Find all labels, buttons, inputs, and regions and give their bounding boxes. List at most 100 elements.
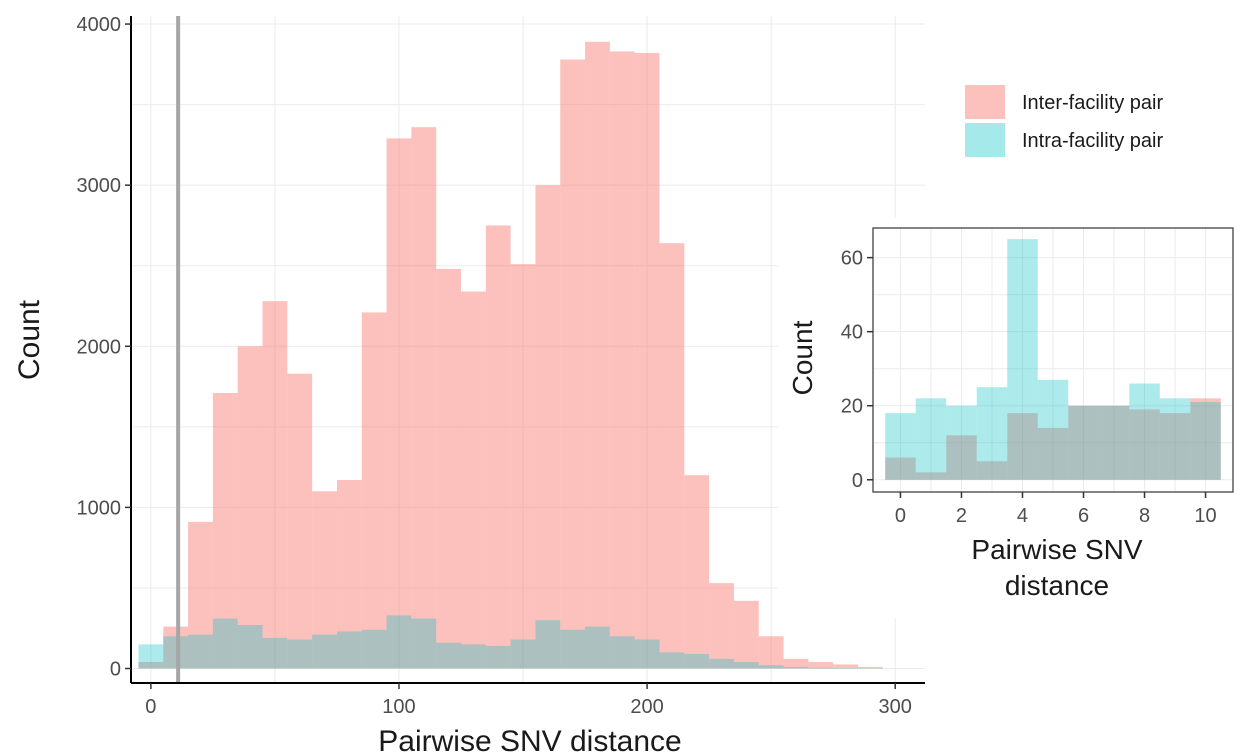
bar-intra-facility (163, 636, 189, 669)
bar-intra-facility (212, 618, 238, 669)
main-y-axis-title: Count (13, 299, 46, 380)
bar-intra-facility (733, 662, 759, 669)
bar-intra-facility (510, 639, 536, 669)
x-tick-label: 4 (1017, 505, 1028, 527)
bar-inter-facility (758, 636, 784, 669)
bar-intra-facility (138, 644, 164, 669)
y-tick-label: 2000 (77, 336, 122, 358)
legend-label-inter: Inter-facility pair (1022, 92, 1163, 114)
bar-intra-facility (361, 629, 387, 669)
inset-background (778, 218, 1240, 618)
bar-intra-facility (585, 626, 610, 669)
bar-inter-facility (659, 243, 685, 669)
bar-inter-facility (212, 393, 238, 669)
x-tick-label: 300 (879, 696, 912, 718)
bar-inter-facility (1098, 405, 1130, 480)
bar-inter-facility (783, 658, 809, 669)
main-x-axis-title: Pairwise SNV distance (378, 725, 681, 756)
bar-inter-facility (1007, 413, 1038, 480)
x-tick-label: 0 (145, 696, 156, 718)
bar-intra-facility (808, 667, 834, 669)
bar-inter-facility (885, 457, 916, 480)
bar-inter-facility (386, 138, 412, 669)
bar-inter-facility (237, 346, 263, 669)
bar-inter-facility (858, 666, 883, 669)
bar-intra-facility (411, 618, 437, 669)
bar-inter-facility (833, 664, 859, 669)
bar-inter-facility (1159, 413, 1191, 480)
bar-intra-facility (885, 413, 916, 480)
bar-inter-facility (709, 583, 734, 669)
inset-gridlines (873, 228, 1233, 492)
bar-inter-facility (609, 51, 635, 669)
bar-inter-facility (634, 53, 660, 669)
bar-inter-facility (1037, 427, 1069, 480)
y-tick-label: 0 (110, 659, 121, 681)
bar-intra-facility (634, 639, 660, 669)
bar-inter-facility (1190, 398, 1221, 480)
bar-inter-facility (188, 521, 213, 669)
bar-intra-facility (684, 654, 710, 669)
legend-key-inter (965, 85, 1005, 119)
inset-histogram-panel: 0 2 4 6 8 10 0 20 40 60 Pairwise SNV distance Cou… (778, 218, 1240, 618)
bar-inter-facility (684, 475, 710, 669)
bar-intra-facility (1068, 405, 1099, 480)
bar-intra-facility (188, 634, 213, 669)
y-tick-label: 3000 (77, 175, 122, 197)
bar-intra-facility (915, 398, 947, 480)
x-tick-label: 2 (956, 505, 967, 527)
bar-intra-facility (237, 625, 263, 669)
bar-inter-facility (1068, 405, 1099, 480)
main-axes (125, 16, 925, 689)
x-tick-label: 10 (1194, 505, 1216, 527)
y-tick-label: 1000 (77, 497, 122, 519)
bar-inter-facility (163, 626, 189, 669)
inset-tick-labels: 0 2 4 6 8 10 0 20 40 60 (841, 248, 1217, 527)
bar-intra-facility (659, 652, 685, 669)
bar-inter-facility (361, 312, 387, 669)
bar-intra-facility (1007, 239, 1038, 480)
main-bars (138, 41, 883, 669)
x-tick-label: 100 (382, 696, 415, 718)
y-tick-label: 20 (841, 396, 863, 418)
bar-inter-facility (560, 59, 586, 669)
legend-label-intra: Intra-facility pair (1022, 130, 1163, 152)
x-tick-label: 200 (630, 696, 663, 718)
bar-inter-facility (138, 662, 164, 669)
x-tick-label: 6 (1078, 505, 1089, 527)
inset-x-axis-title-line2: distance (1005, 570, 1109, 601)
inset-x-axis-title-line1: Pairwise SNV (971, 534, 1142, 565)
bar-intra-facility (758, 665, 784, 669)
bar-inter-facility (312, 491, 337, 669)
bar-intra-facility (783, 666, 809, 669)
bar-intra-facility (1129, 383, 1160, 480)
bar-inter-facility (485, 225, 511, 669)
bar-intra-facility (287, 639, 313, 669)
legend: Inter-facility pair Intra-facility pair (965, 85, 1163, 157)
bar-intra-facility (485, 645, 511, 669)
bar-intra-facility (709, 658, 734, 669)
x-tick-label: 8 (1139, 505, 1150, 527)
bar-intra-facility (1159, 398, 1191, 480)
bar-intra-facility (946, 405, 977, 480)
bar-intra-facility (312, 634, 337, 669)
bar-intra-facility (262, 637, 288, 669)
bar-inter-facility (510, 264, 536, 669)
bar-inter-facility (262, 301, 288, 669)
bar-intra-facility (336, 631, 362, 669)
y-tick-label: 4000 (77, 14, 122, 36)
y-tick-label: 60 (841, 248, 863, 270)
bar-inter-facility (461, 291, 486, 669)
bar-intra-facility (1037, 379, 1069, 480)
bar-intra-facility (609, 636, 635, 669)
inset-y-axis-title: Count (787, 320, 818, 395)
bar-intra-facility (535, 620, 561, 669)
x-tick-label: 0 (895, 505, 906, 527)
inset-bars (885, 239, 1221, 480)
y-tick-label: 40 (841, 322, 863, 344)
legend-key-intra (965, 123, 1005, 157)
bar-intra-facility (461, 644, 486, 669)
